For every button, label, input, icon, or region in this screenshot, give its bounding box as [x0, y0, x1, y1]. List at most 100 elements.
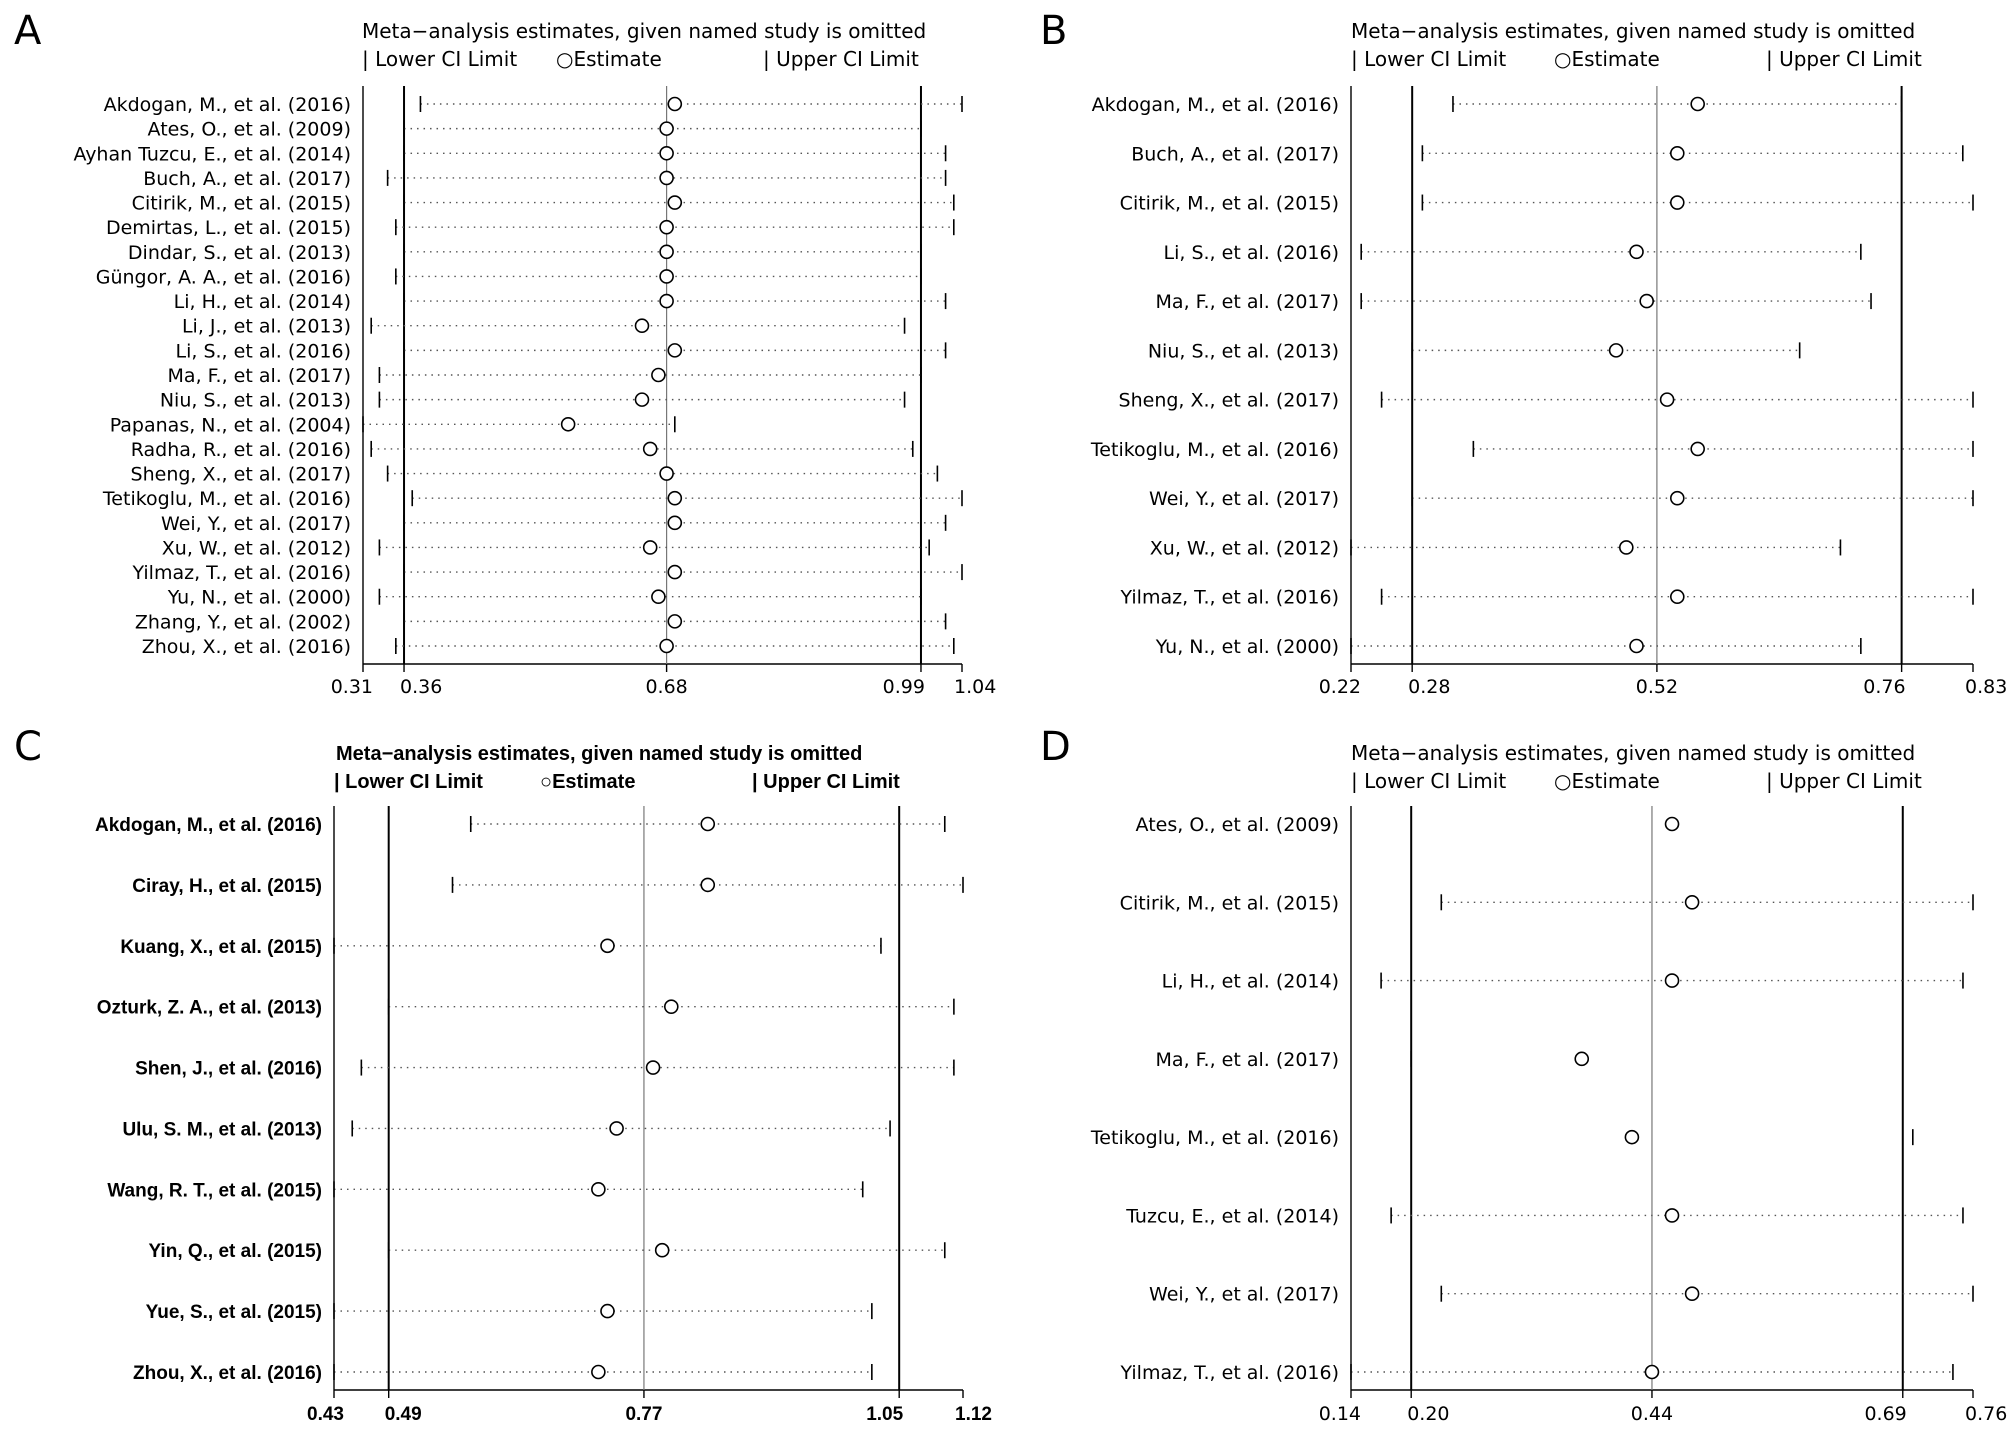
study-row: Wei, Y., et al. (2017) — [1149, 488, 1974, 510]
estimate-marker — [1690, 96, 1705, 112]
legend-estimate: ○Estimate — [556, 47, 662, 71]
study-label: Citirik, M., et al. (2015) — [1120, 193, 1339, 215]
panel-b: B Meta−analysis estimates, given named st… — [1040, 8, 2007, 698]
study-row: Citirik, M., et al. (2015) — [132, 193, 955, 215]
estimate-marker — [1619, 540, 1634, 555]
estimate-marker — [1608, 343, 1624, 358]
panel-d: D Meta−analysis estimates, given named st… — [1040, 724, 2007, 1425]
study-row: Ozturk, Z. A., et al. (2013) — [97, 998, 955, 1019]
study-label: Ma, F., et al. (2017) — [168, 365, 351, 387]
study-row: Kuang, X., et al. (2015) — [120, 937, 882, 958]
study-row: Tetikoglu, M., et al. (2016) — [1090, 1127, 1914, 1149]
study-row: Citirik, M., et al. (2015) — [1120, 892, 1974, 914]
legend-estimate: ○Estimate — [540, 771, 635, 793]
panel-letter: A — [14, 8, 42, 54]
study-row: Zhou, X., et al. (2016) — [133, 1363, 873, 1384]
estimate-marker — [634, 318, 650, 334]
estimate-marker — [659, 293, 674, 309]
study-label: Zhou, X., et al. (2016) — [142, 636, 351, 658]
estimate-marker — [1644, 1364, 1660, 1380]
legend-lower-ci: | Lower CI Limit — [1351, 769, 1506, 793]
panel-title: Meta−analysis estimates, given named stu… — [336, 743, 862, 765]
study-label: Xu, W., et al. (2012) — [1150, 537, 1339, 559]
legend-upper-ci: | Upper CI Limit — [1766, 47, 1922, 71]
study-label: Wang, R. T., et al. (2015) — [107, 1180, 322, 1201]
study-label: Akdogan, M., et al. (2016) — [1092, 94, 1339, 116]
study-label: Niu, S., et al. (2013) — [160, 390, 351, 412]
estimate-marker — [667, 614, 683, 629]
study-row: Yu, N., et al. (2000) — [1155, 636, 1862, 658]
study-row: Tetikoglu, M., et al. (2016) — [102, 488, 963, 510]
panel-letter: D — [1040, 724, 1071, 770]
study-label: Ayhan Tuzcu, E., et al. (2014) — [73, 143, 351, 165]
study-label: Wei, Y., et al. (2017) — [1149, 488, 1339, 510]
x-tick-label: 0.49 — [385, 1404, 422, 1425]
study-row: Radha, R., et al. (2016) — [131, 439, 914, 461]
study-label: Dindar, S., et al. (2013) — [128, 242, 351, 264]
study-label: Ma, F., et al. (2017) — [1156, 1049, 1339, 1071]
x-tick-label: 0.52 — [1636, 676, 1678, 698]
study-row: Demirtas, L., et al. (2015) — [106, 217, 955, 239]
study-label: Akdogan, M., et al. (2016) — [95, 815, 322, 836]
x-tick-label: 0.28 — [1408, 676, 1450, 698]
panel-title: Meta−analysis estimates, given named stu… — [1351, 741, 1915, 765]
estimate-marker — [642, 540, 658, 555]
estimate-marker — [659, 145, 674, 161]
study-label: Citirik, M., et al. (2015) — [132, 193, 351, 215]
study-row: Ates, O., et al. (2009) — [1136, 814, 1680, 836]
estimate-marker — [591, 1364, 606, 1380]
study-row: Buch, A., et al. (2017) — [143, 168, 947, 190]
estimate-marker — [1629, 244, 1644, 260]
study-row: Xu, W., et al. (2012) — [162, 537, 930, 559]
estimate-marker — [659, 244, 674, 260]
estimate-marker — [1664, 973, 1680, 988]
study-label: Radha, R., et al. (2016) — [131, 439, 351, 461]
study-row: Buch, A., et al. (2017) — [1131, 143, 1964, 165]
study-label: Tuzcu, E., et al. (2014) — [1125, 1205, 1339, 1227]
study-label: Ma, F., et al. (2017) — [1156, 291, 1339, 313]
study-label: Zhang, Y., et al. (2002) — [135, 611, 351, 633]
x-tick-label: 0.99 — [883, 676, 925, 698]
study-label: Güngor, A. A., et al. (2016) — [96, 266, 351, 288]
study-row: Ayhan Tuzcu, E., et al. (2014) — [73, 143, 947, 165]
study-label: Niu, S., et al. (2013) — [1148, 340, 1339, 362]
study-row: Akdogan, M., et al. (2016) — [104, 94, 963, 116]
study-row: Papanas, N., et al. (2004) — [110, 414, 676, 436]
estimate-marker — [667, 343, 683, 358]
study-label: Ciray, H., et al. (2015) — [132, 876, 322, 897]
x-tick-label: 1.04 — [954, 676, 996, 698]
x-tick-label: 0.36 — [400, 676, 442, 698]
study-row: Ma, F., et al. (2017) — [1156, 1049, 1590, 1071]
study-row: Niu, S., et al. (2013) — [1148, 340, 1801, 362]
study-label: Xu, W., et al. (2012) — [162, 537, 351, 559]
x-tick-label: 0.20 — [1407, 1403, 1449, 1425]
estimate-marker — [1669, 195, 1685, 210]
estimate-marker — [700, 877, 716, 893]
study-row: Sheng, X., et al. (2017) — [1119, 390, 1974, 412]
study-label: Tetikoglu, M., et al. (2016) — [1090, 1127, 1339, 1149]
estimate-marker — [1690, 441, 1705, 457]
study-label: Ates, O., et al. (2009) — [1136, 814, 1339, 836]
estimate-marker — [591, 1182, 606, 1197]
study-label: Yilmaz, T., et al. (2016) — [1119, 1362, 1339, 1384]
estimate-marker — [659, 170, 674, 186]
estimate-marker — [1669, 490, 1685, 506]
estimate-marker — [1684, 1286, 1700, 1302]
estimate-marker — [667, 195, 683, 210]
legend-lower-ci: | Lower CI Limit — [1351, 47, 1506, 71]
x-tick-label: 0.22 — [1319, 676, 1361, 698]
study-row: Shen, J., et al. (2016) — [135, 1059, 955, 1080]
x-tick-label: 0.76 — [1863, 676, 1905, 698]
panel-c: C Meta−analysis estimates, given named st… — [14, 724, 992, 1425]
study-label: Wei, Y., et al. (2017) — [161, 513, 351, 535]
x-tick-label: 0.43 — [307, 1404, 344, 1425]
estimate-marker — [667, 515, 683, 531]
estimate-marker — [1684, 894, 1700, 910]
study-label: Kuang, X., et al. (2015) — [120, 937, 322, 958]
study-row: Akdogan, M., et al. (2016) — [1092, 94, 1903, 116]
estimate-marker — [667, 564, 683, 580]
estimate-marker — [642, 441, 658, 457]
study-row: Yin, Q., et al. (2015) — [148, 1241, 946, 1262]
estimate-marker — [1664, 1208, 1680, 1223]
study-row: Yilmaz, T., et al. (2016) — [1119, 1362, 1954, 1384]
